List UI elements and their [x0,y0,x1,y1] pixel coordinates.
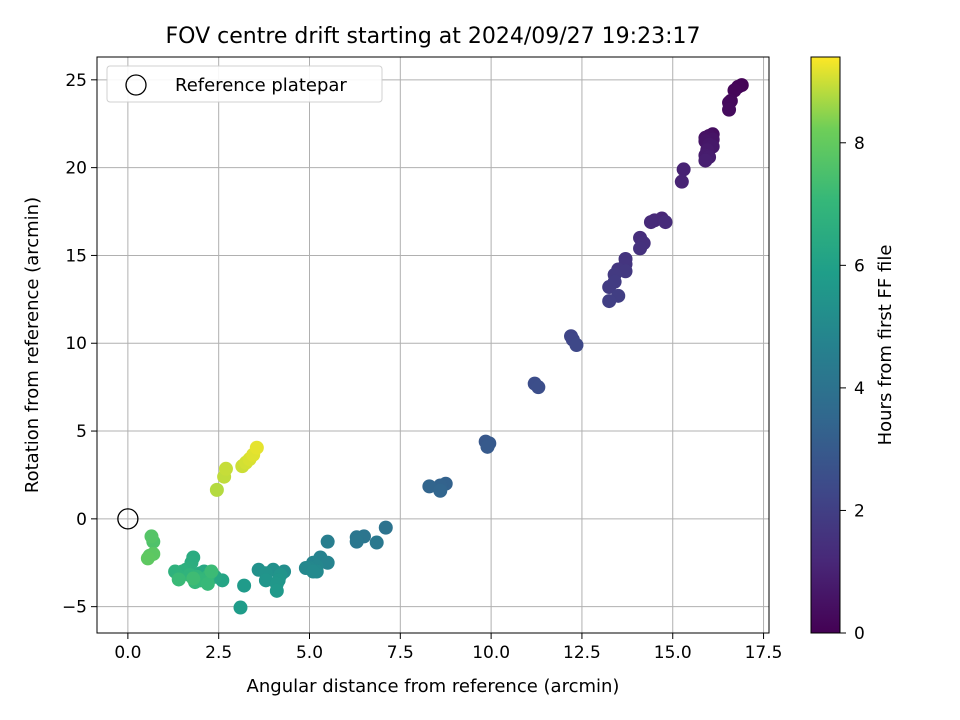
scatter-point [233,600,248,615]
scatter-point [320,555,335,570]
x-tick-label: 7.5 [387,643,414,663]
scatter-point [320,534,335,549]
colorbar-gradient [810,56,841,634]
scatter-point [369,535,384,550]
scatter-point [349,534,364,549]
scatter-point [306,564,321,579]
scatter-point [186,571,201,586]
scatter-point [602,294,617,309]
y-tick-label: 20 [65,159,87,179]
scatter-point [633,241,648,256]
scatter-point [658,215,673,230]
scatter-point [144,529,159,544]
x-axis-label: Angular distance from reference (arcmin) [247,676,620,697]
y-tick-label: −5 [62,598,87,618]
colorbar-tick-label: 6 [854,256,865,276]
scatter-point [249,440,264,455]
legend-label: Reference platepar [175,75,347,96]
scatter-point [480,439,495,454]
scatter-point [378,520,393,535]
y-tick-label: 10 [65,334,87,354]
scatter-point [674,174,689,189]
legend-box [106,65,383,103]
reference-marker [117,508,139,530]
y-axis-ticks: −5 0 5 10 15 20 25 [62,71,97,618]
scatter-point [433,483,448,498]
plot-frame [96,56,770,634]
x-tick-label: 2.5 [205,643,232,663]
scatter-point [140,551,155,566]
scatter-point [237,578,252,593]
colorbar-tick-label: 0 [854,624,865,644]
x-tick-label: 12.5 [563,643,601,663]
scatter-point [643,215,658,230]
scatter-point [569,338,584,352]
y-tick-label: 25 [65,71,87,91]
scatter-point [269,583,284,598]
grid-lines [97,57,769,633]
colorbar-tick-label: 2 [854,501,865,521]
scatter-point [618,264,633,279]
chart-title: FOV centre drift starting at 2024/09/27 … [166,24,701,49]
scatter-point [727,83,742,98]
colorbar-ticks: 0 2 4 6 8 [840,134,865,644]
legend: Reference platepar [106,65,383,103]
reference-marker-group [117,508,139,530]
y-tick-label: 15 [65,246,87,266]
y-tick-label: 0 [76,510,87,530]
data-points [140,78,749,615]
scatter-point [422,479,437,494]
scatter-point [722,102,737,117]
x-tick-label: 5.0 [296,643,323,663]
scatter-point [698,153,713,168]
colorbar-tick-label: 8 [854,134,865,154]
colorbar: 0 2 4 6 8 Hours from first FF file [810,56,896,644]
scatter-point [218,461,233,476]
y-tick-label: 5 [76,422,87,442]
scatter-point [602,280,617,295]
scatter-point [209,482,224,497]
x-tick-label: 10.0 [472,643,510,663]
scatter-point [204,564,219,579]
colorbar-label: Hours from first FF file [875,245,896,446]
scatter-point [531,380,546,395]
x-tick-label: 17.5 [745,643,783,663]
scatter-point [171,572,186,587]
scatter-point [200,576,215,591]
colorbar-tick-label: 4 [854,379,865,399]
scatter-point [258,573,273,588]
legend-marker-icon [125,74,147,96]
x-tick-label: 15.0 [654,643,692,663]
x-axis-ticks: 0.0 2.5 5.0 7.5 10.0 12.5 15.0 17.5 [114,633,782,663]
x-tick-label: 0.0 [114,643,141,663]
y-axis-label: Rotation from reference (arcmin) [22,197,43,493]
scatter-point [676,162,691,177]
